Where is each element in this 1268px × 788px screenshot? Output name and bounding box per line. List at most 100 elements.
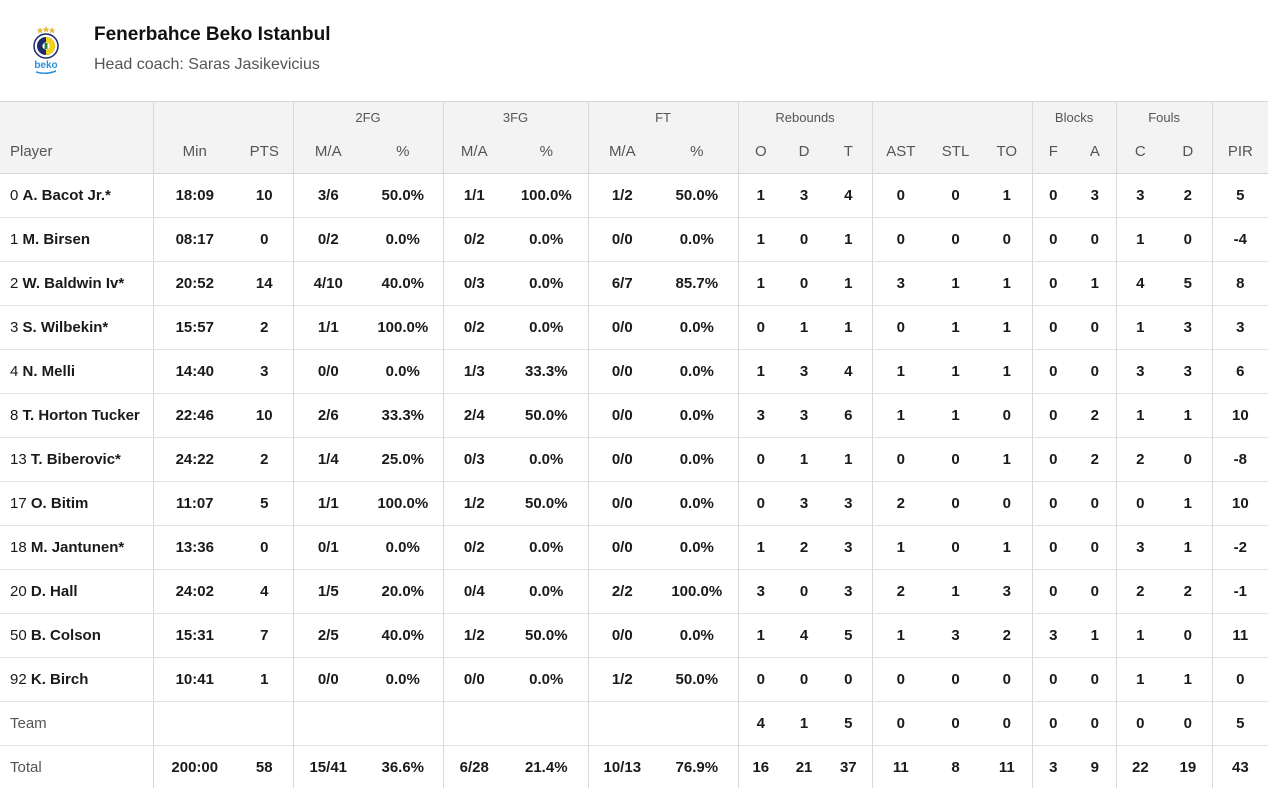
stat-cell: 10 — [236, 173, 293, 218]
column-header[interactable]: C — [1115, 133, 1165, 174]
stat-cell: 3 — [1211, 305, 1268, 350]
stat-cell: 3 — [737, 569, 784, 614]
stat-cell: 6/7 — [587, 261, 657, 306]
column-header[interactable]: % — [363, 133, 444, 174]
column-header[interactable]: Min — [152, 133, 236, 174]
stat-cell: 20:52 — [152, 261, 236, 306]
stat-cell: 1/3 — [442, 349, 506, 394]
stat-cell: 40.0% — [363, 261, 444, 306]
player-name[interactable]: A. Bacot Jr.* — [22, 187, 111, 204]
stat-cell: 0 — [1164, 701, 1213, 746]
group-3fg: 3FG — [442, 101, 589, 134]
stat-cell: 0.0% — [505, 437, 589, 482]
stat-cell: -2 — [1211, 525, 1268, 570]
stat-cell: 1 — [871, 393, 930, 438]
stat-cell: 3 — [929, 613, 983, 658]
player-name[interactable]: S. Wilbekin* — [22, 319, 109, 336]
stat-cell: 100.0% — [656, 569, 739, 614]
player-name[interactable]: B. Colson — [30, 627, 101, 644]
group-2fg: 2FG — [292, 101, 444, 134]
stat-cell: 50.0% — [656, 173, 739, 218]
stat-cell: 5 — [825, 701, 873, 746]
stat-cell: 1/2 — [442, 613, 506, 658]
column-header[interactable]: M/A — [292, 133, 363, 174]
stat-cell — [292, 701, 363, 746]
column-header[interactable]: PTS — [236, 133, 293, 174]
stat-cell: 1 — [737, 613, 784, 658]
player-name[interactable]: K. Birch — [30, 671, 89, 688]
table-row: 13 T. Biberovic* 24:22 2 1/4 25.0% 0/3 0.0% 0/0… — [0, 437, 1268, 482]
stat-cell: 0 — [1031, 349, 1075, 394]
table-row: 50 B. Colson 15:31 7 2/5 40.0% 1/2 50.0% 0/0 0.0… — [0, 613, 1268, 658]
player-cell: 8 T. Horton Tucker — [0, 393, 153, 438]
column-header[interactable]: M/A — [442, 133, 506, 174]
stat-cell: 1 — [1115, 613, 1165, 658]
column-header[interactable]: O — [737, 133, 784, 174]
column-header[interactable]: D — [783, 133, 826, 174]
column-header[interactable]: F — [1031, 133, 1075, 174]
column-header[interactable]: STL — [929, 133, 983, 174]
stat-cell: 6/28 — [442, 745, 506, 788]
column-header[interactable]: TO — [982, 133, 1033, 174]
stat-cell: 1 — [783, 437, 826, 482]
stat-cell: 2/6 — [292, 393, 363, 438]
stat-cell: 0 — [982, 217, 1033, 262]
stat-cell: 10 — [1211, 393, 1268, 438]
stat-cell — [363, 701, 444, 746]
stat-cell: 0.0% — [656, 613, 739, 658]
stat-cell: 50.0% — [656, 657, 739, 702]
player-name[interactable]: W. Baldwin Iv* — [22, 275, 125, 292]
stat-cell: 3 — [1115, 173, 1165, 218]
player-name[interactable]: T. Horton Tucker — [22, 407, 140, 424]
stat-cell: 6 — [1211, 349, 1268, 394]
player-name[interactable]: O. Bitim — [30, 495, 89, 512]
stat-cell: 0 — [1031, 305, 1075, 350]
column-header[interactable]: M/A — [587, 133, 657, 174]
stat-cell: 3 — [783, 481, 826, 526]
stat-cell: 0 — [783, 569, 826, 614]
stat-cell: 0.0% — [505, 305, 589, 350]
stat-cell: 0/2 — [442, 217, 506, 262]
player-name[interactable]: M. Jantunen* — [30, 539, 125, 556]
column-header[interactable]: % — [656, 133, 739, 174]
stat-cell: 1 — [982, 437, 1033, 482]
column-header[interactable]: D — [1164, 133, 1213, 174]
column-header[interactable]: % — [505, 133, 589, 174]
column-header[interactable]: Player — [0, 133, 153, 174]
stat-cell: 2 — [1115, 437, 1165, 482]
player-name[interactable]: N. Melli — [22, 363, 76, 380]
column-header[interactable]: AST — [871, 133, 930, 174]
stat-cell: -4 — [1211, 217, 1268, 262]
player-cell: 20 D. Hall — [0, 569, 153, 614]
stat-cell: 0 — [929, 437, 983, 482]
stat-cell — [656, 701, 739, 746]
stat-cell: 10 — [1211, 481, 1268, 526]
column-header[interactable]: PIR — [1211, 133, 1268, 174]
stat-cell: 0/0 — [587, 525, 657, 570]
stat-cell: 4 — [825, 173, 873, 218]
stat-cell: 7 — [236, 613, 293, 658]
stat-cell: 50.0% — [363, 173, 444, 218]
stat-cell: 0 — [982, 657, 1033, 702]
stat-cell: 10:41 — [152, 657, 236, 702]
total-row-label: Total — [10, 759, 42, 777]
stat-cell: 0 — [1031, 261, 1075, 306]
stat-cell: 85.7% — [656, 261, 739, 306]
stat-cell: 0 — [1074, 349, 1117, 394]
stat-cell: 0.0% — [505, 569, 589, 614]
column-header[interactable]: T — [825, 133, 873, 174]
player-name[interactable]: T. Biberovic* — [30, 451, 121, 468]
stat-cell: 21 — [795, 759, 813, 777]
stat-cell: 0/0 — [587, 613, 657, 658]
stat-cell: 1/2 — [587, 657, 657, 702]
stat-cell: 3 — [783, 349, 826, 394]
stat-cell: 50.0% — [505, 613, 589, 658]
stat-cell: 5 — [236, 481, 293, 526]
player-number: 1 — [10, 231, 19, 248]
stat-cell: 0 — [783, 261, 826, 306]
stat-cell: 2 — [236, 437, 293, 482]
stat-cell: 6 — [825, 393, 873, 438]
column-header[interactable]: A — [1074, 133, 1117, 174]
player-name[interactable]: D. Hall — [30, 583, 78, 600]
player-name[interactable]: M. Birsen — [22, 231, 91, 248]
